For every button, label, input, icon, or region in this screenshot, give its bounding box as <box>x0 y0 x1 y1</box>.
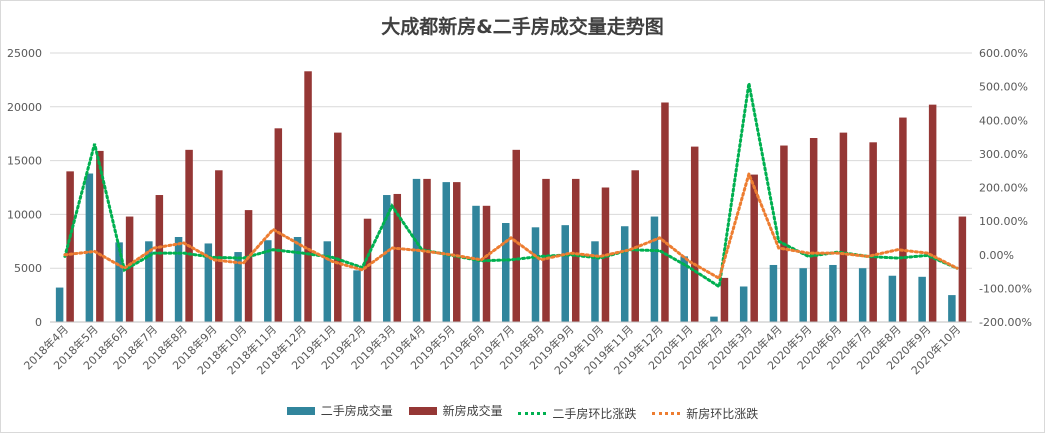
bar-secondhand-volume <box>204 243 213 322</box>
y-left-tick-label: 0 <box>35 316 42 329</box>
bar-new-volume <box>720 277 729 322</box>
bar-secondhand-volume <box>55 287 64 322</box>
bar-secondhand-volume <box>769 264 778 322</box>
bar-secondhand-volume <box>799 268 807 322</box>
bar-new-volume <box>304 71 312 323</box>
bar-new-volume <box>155 195 164 322</box>
bar-new-volume <box>809 138 818 322</box>
y-right-tick-label: -100.00% <box>979 282 1032 295</box>
bar-new-volume <box>780 145 788 322</box>
bar-secondhand-volume <box>531 227 540 322</box>
legend-label-secondhand-mom: 二手房环比涨跌 <box>552 406 637 421</box>
bar-secondhand-volume <box>829 264 837 322</box>
bar-secondhand-volume <box>591 241 599 322</box>
legend-swatch-new-volume <box>408 406 437 415</box>
legend-item-secondhand-volume: 二手房成交量 <box>286 402 393 419</box>
y-right-tick-label: 200.00% <box>979 182 1028 195</box>
bar-new-volume <box>363 218 372 322</box>
bar-secondhand-volume <box>472 205 480 322</box>
y-left-tick-label: 5000 <box>14 262 42 275</box>
bar-secondhand-volume <box>353 270 361 322</box>
bar-secondhand-volume <box>858 268 867 322</box>
bar-secondhand-volume <box>234 252 242 322</box>
line-new-mom <box>63 169 959 281</box>
bar-new-volume <box>958 216 967 322</box>
bar-new-volume <box>750 174 758 322</box>
legend-swatch-secondhand-mom <box>518 411 547 415</box>
bar-new-volume <box>96 150 104 322</box>
y-left-tick-label: 25000 <box>7 47 42 60</box>
bar-new-volume <box>869 142 877 322</box>
bar-secondhand-volume <box>650 216 659 322</box>
bar-secondhand-volume <box>948 295 956 322</box>
bar-secondhand-volume <box>264 240 272 322</box>
legend-item-new-mom: 新房环比涨跌 <box>652 405 758 422</box>
legend-label-new-mom: 新房环比涨跌 <box>686 406 759 421</box>
bar-secondhand-volume <box>561 225 569 322</box>
bar-new-volume <box>690 146 699 322</box>
legend-item-new-volume: 新房成交量 <box>408 402 503 419</box>
y-right-tick-label: 600.00% <box>979 47 1028 60</box>
y-right-tick-label: 0.00% <box>979 249 1014 262</box>
bar-new-volume <box>453 182 461 322</box>
y-right-tick-label: 300.00% <box>979 148 1028 161</box>
bar-new-volume <box>244 210 253 322</box>
bar-secondhand-volume <box>918 276 926 322</box>
chart-legend: 二手房成交量 新房成交量 二手房环比涨跌 新房环比涨跌 <box>0 402 1045 422</box>
y-right-tick-label: 500.00% <box>979 81 1028 94</box>
bar-secondhand-volume <box>739 286 748 322</box>
bar-secondhand-volume <box>174 236 183 322</box>
y-right-tick-label: -200.00% <box>979 316 1032 329</box>
bar-new-volume <box>66 171 74 322</box>
bar-new-volume <box>839 132 848 322</box>
bar-secondhand-volume <box>145 241 153 322</box>
chart-title: 大成都新房&二手房成交量走势图 <box>381 16 664 38</box>
bar-secondhand-volume <box>383 195 391 322</box>
bar-secondhand-volume <box>710 316 718 322</box>
line-secondhand-mom <box>63 83 959 290</box>
legend-swatch-secondhand-volume <box>286 406 315 415</box>
y-right-tick-label: 100.00% <box>979 215 1028 228</box>
bar-new-volume <box>482 205 491 322</box>
legend-label-secondhand-volume: 二手房成交量 <box>320 404 393 418</box>
bar-secondhand-volume <box>888 275 897 322</box>
bar-new-volume <box>393 193 402 322</box>
y-left-tick-label: 20000 <box>7 101 42 114</box>
bar-new-volume <box>334 132 342 322</box>
legend-item-secondhand-mom: 二手房环比涨跌 <box>518 405 636 422</box>
bar-new-volume <box>542 178 550 322</box>
y-left-tick-label: 15000 <box>7 155 42 168</box>
bar-new-volume <box>274 128 283 322</box>
bar-new-volume <box>215 170 223 322</box>
bar-new-volume <box>928 104 937 322</box>
bar-secondhand-volume <box>620 226 629 322</box>
bar-secondhand-volume <box>442 182 451 322</box>
legend-label-new-volume: 新房成交量 <box>442 404 503 418</box>
y-right-tick-label: 400.00% <box>979 114 1028 127</box>
legend-swatch-new-mom <box>652 411 681 415</box>
bar-new-volume <box>185 149 193 322</box>
bar-secondhand-volume <box>502 223 510 322</box>
bar-secondhand-volume <box>293 236 302 322</box>
bar-new-volume <box>661 102 669 322</box>
bar-new-volume <box>899 117 907 322</box>
bar-new-volume <box>512 149 520 322</box>
y-left-tick-label: 10000 <box>7 208 42 221</box>
bar-new-volume <box>125 216 134 322</box>
bar-secondhand-volume <box>115 242 123 322</box>
bar-new-volume <box>571 178 580 322</box>
bar-secondhand-volume <box>323 241 332 322</box>
bar-secondhand-volume <box>85 173 94 322</box>
bar-secondhand-volume <box>680 256 688 322</box>
